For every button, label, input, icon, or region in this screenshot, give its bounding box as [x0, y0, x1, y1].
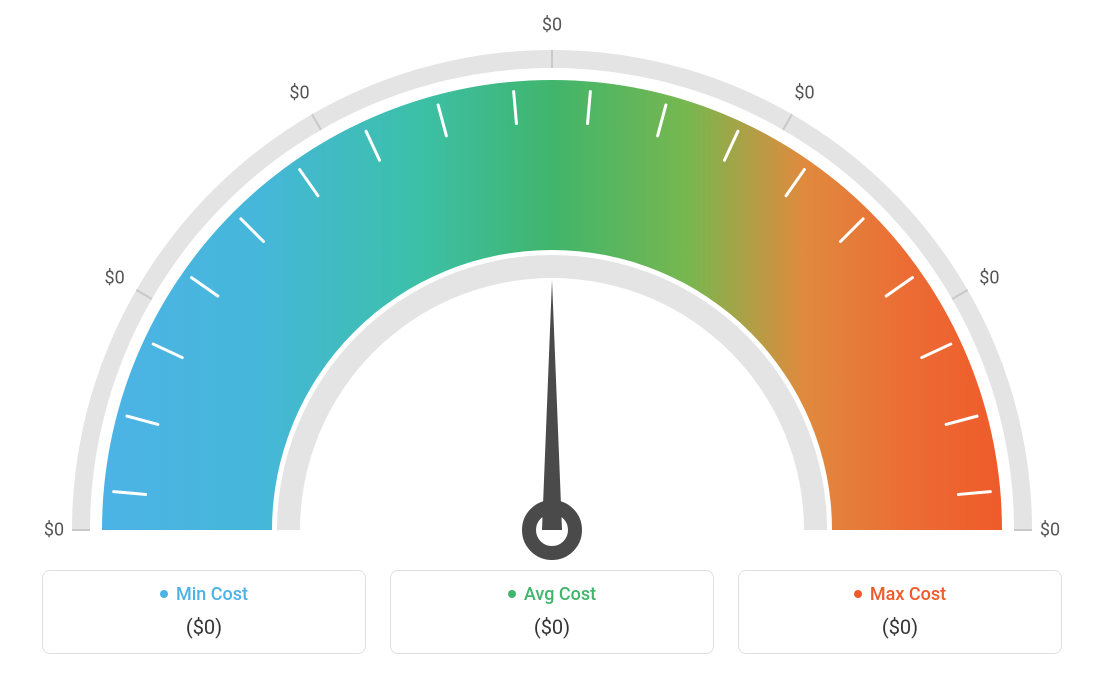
gauge-tick-label: $0 [1040, 520, 1060, 541]
legend-title-avg: Avg Cost [508, 584, 596, 605]
legend-label: Max Cost [870, 584, 946, 605]
legend-value-max: ($0) [749, 615, 1051, 639]
gauge-tick-label: $0 [44, 520, 64, 541]
legend-card-avg: Avg Cost ($0) [390, 570, 714, 654]
dot-icon [160, 590, 168, 598]
legend-value-avg: ($0) [401, 615, 703, 639]
dot-icon [508, 590, 516, 598]
gauge-tick-label: $0 [794, 82, 814, 103]
legend-label: Min Cost [176, 584, 248, 605]
gauge-tick-label: $0 [289, 82, 309, 103]
gauge-svg [52, 0, 1052, 560]
legend-title-max: Max Cost [854, 584, 946, 605]
legend-row: Min Cost ($0) Avg Cost ($0) Max Cost ($0… [42, 570, 1062, 654]
legend-card-max: Max Cost ($0) [738, 570, 1062, 654]
legend-card-min: Min Cost ($0) [42, 570, 366, 654]
gauge-tick-label: $0 [105, 267, 125, 288]
legend-label: Avg Cost [524, 584, 596, 605]
gauge-tick-label: $0 [542, 15, 562, 36]
legend-value-min: ($0) [53, 615, 355, 639]
gauge-chart: $0$0$0$0$0$0$0 [52, 0, 1052, 560]
dot-icon [854, 590, 862, 598]
legend-title-min: Min Cost [160, 584, 248, 605]
gauge-tick-label: $0 [979, 267, 999, 288]
